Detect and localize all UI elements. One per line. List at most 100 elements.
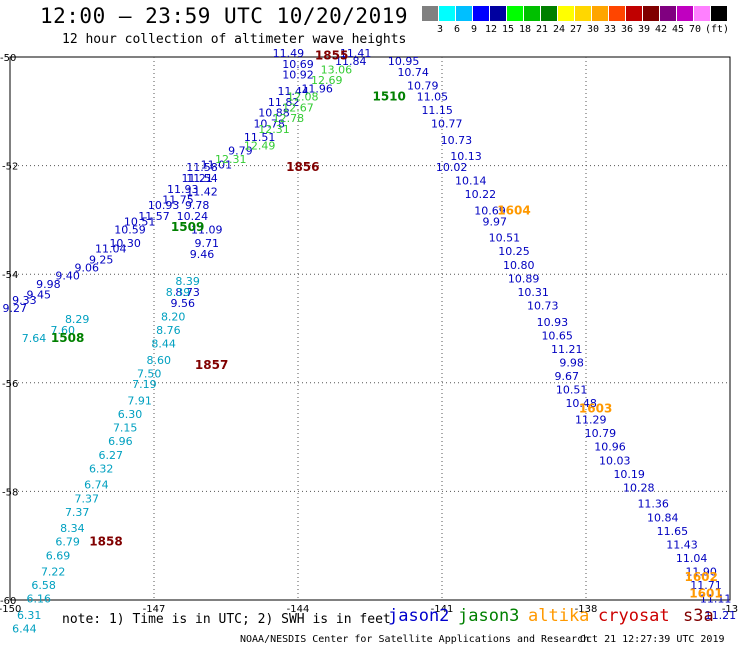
data-label-jason2: 11.96	[301, 82, 333, 95]
legend-swatch	[541, 6, 557, 21]
data-label-cryosat: 8.34	[60, 522, 85, 535]
data-label-jason2: 10.02	[436, 161, 468, 174]
data-label-cryosat: 8.39	[175, 275, 200, 288]
legend-swatch	[660, 6, 676, 21]
legend-swatch	[677, 6, 693, 21]
track-time-label: 1510	[372, 89, 405, 103]
data-label-cryosat: 7.50	[137, 367, 162, 380]
data-label-jason2: 11.49	[273, 47, 305, 60]
data-label-cryosat: 6.16	[27, 593, 52, 606]
footer-timestamp: Oct 21 12:27:39 UTC 2019	[580, 634, 725, 645]
data-label-cryosat: 7.64	[22, 332, 47, 345]
data-label-cryosat: 6.32	[89, 462, 114, 475]
data-label-cryosat: 6.96	[108, 435, 133, 448]
data-label-cryosat: 8.20	[161, 310, 186, 323]
track-time-label: 1601	[689, 586, 722, 600]
data-label-jason2: 9.56	[171, 297, 196, 310]
data-label-jason2: 9.45	[27, 289, 52, 302]
legend-swatch	[439, 6, 455, 21]
data-label-jason2: 9.46	[190, 248, 215, 261]
x-corner-right: -13	[722, 604, 738, 615]
legend-label: 70	[688, 24, 702, 35]
data-label-cryosat: 6.69	[46, 549, 71, 562]
legend-swatch	[524, 6, 540, 21]
data-label-jason2: 10.93	[537, 316, 569, 329]
data-label-jason2: 10.28	[623, 481, 655, 494]
legend-label: 39	[637, 24, 651, 35]
data-label-cryosat: 7.37	[65, 506, 90, 519]
data-label-cryosat: 6.74	[84, 479, 109, 492]
legend-label: 36	[620, 24, 634, 35]
data-label-jason2: 10.77	[431, 118, 463, 131]
data-label-jason3: 12.31	[215, 153, 247, 166]
y-corner-top: -50	[0, 53, 16, 64]
plot-frame	[9, 56, 731, 601]
x-corner-left: -150	[0, 604, 21, 615]
y-tick-label: -56	[2, 379, 18, 390]
data-label-jason2: 11.11	[700, 593, 732, 606]
legend-swatch	[456, 6, 472, 21]
data-label-jason2: 9.71	[195, 237, 220, 250]
data-label-jason2: 9.06	[75, 261, 100, 274]
legend-swatch	[422, 6, 438, 21]
y-tick-label: -54	[2, 270, 18, 281]
data-label-jason3: 12.49	[244, 139, 276, 152]
track-time-label: 1509	[171, 220, 204, 234]
data-label-jason2: 10.74	[397, 66, 429, 79]
mission-label-cryosat: cryosat	[598, 606, 670, 626]
data-label-jason2: 9.33	[12, 294, 37, 307]
data-label-jason2: 9.98	[559, 357, 584, 370]
data-label-jason2: 11.42	[186, 185, 218, 198]
track-time-label: 1856	[286, 160, 319, 174]
data-label-jason2: 10.65	[541, 329, 573, 342]
data-label-jason2: 11.01	[201, 158, 233, 171]
data-label-cryosat: 7.22	[41, 566, 66, 579]
data-label-jason2: 11.75	[162, 194, 194, 207]
data-label-jason2: 9.25	[89, 253, 114, 266]
x-tick-label: -138	[575, 604, 598, 615]
data-label-jason2: 10.31	[517, 286, 549, 299]
footer-note: note: 1) Time is in UTC; 2) SWH is in fe…	[62, 612, 391, 627]
data-label-jason2: 11.51	[244, 131, 276, 144]
data-label-jason2: 11.21	[181, 172, 213, 185]
page-subtitle: 12 hour collection of altimeter wave hei…	[62, 32, 407, 47]
track-time-label: 1604	[497, 203, 530, 217]
data-label-jason2: 9.40	[55, 270, 80, 283]
data-label-jason2: 11.36	[637, 498, 669, 511]
data-label-jason2: 10.88	[258, 107, 290, 120]
legend-label: 42	[654, 24, 668, 35]
data-label-cryosat: 7.60	[51, 324, 76, 337]
x-tick-label: -141	[431, 604, 454, 615]
data-label-jason2: 11.90	[685, 566, 717, 579]
data-label-jason2: 10.69	[282, 58, 314, 71]
legend-swatch	[609, 6, 625, 21]
data-label-jason2: 11.05	[417, 90, 449, 103]
data-label-cryosat: 8.29	[65, 313, 90, 326]
data-label-jason2: 10.51	[556, 384, 588, 397]
data-label-jason2: 11.71	[690, 579, 722, 592]
data-label-jason2: 11.43	[666, 538, 698, 551]
legend-swatch	[575, 6, 591, 21]
data-label-jason3: 12.78	[273, 112, 305, 125]
data-label-jason2: 10.79	[585, 427, 617, 440]
data-label-jason3: 12.69	[311, 74, 343, 87]
legend-swatch	[558, 6, 574, 21]
legend-swatch	[592, 6, 608, 21]
mission-label-jason3: jason3	[458, 606, 520, 626]
data-label-cryosat: 8.60	[147, 354, 172, 367]
data-label-jason2: 11.82	[268, 96, 300, 109]
legend-swatch	[626, 6, 642, 21]
data-label-jason3: 12.08	[287, 90, 319, 103]
data-label-jason2: 11.04	[95, 242, 127, 255]
data-label-jason2: 11.57	[138, 210, 170, 223]
data-label-jason2: 11.15	[421, 104, 453, 117]
mission-label-jason2: jason2	[388, 606, 450, 626]
data-label-jason2: 10.51	[489, 232, 521, 245]
data-label-cryosat: 7.91	[127, 395, 152, 408]
data-label-cryosat: 6.58	[31, 579, 56, 592]
data-label-jason2: 9.97	[483, 215, 508, 228]
data-label-jason2: 11.09	[191, 223, 223, 236]
data-label-jason3: 12.31	[258, 123, 290, 136]
legend-swatch	[490, 6, 506, 21]
